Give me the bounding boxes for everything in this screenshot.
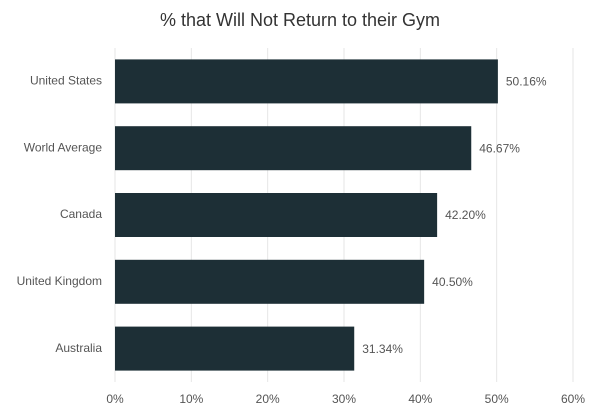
y-tick-label: United States bbox=[30, 74, 102, 88]
value-label: 50.16% bbox=[506, 75, 547, 89]
y-tick-label: United Kingdom bbox=[17, 274, 102, 288]
chart-title: % that Will Not Return to their Gym bbox=[160, 10, 440, 30]
x-tick-label: 10% bbox=[179, 392, 203, 406]
x-tick-label: 0% bbox=[106, 392, 124, 406]
value-label: 31.34% bbox=[362, 342, 403, 356]
bar bbox=[115, 126, 472, 171]
y-tick-label: Australia bbox=[55, 341, 102, 355]
x-tick-label: 40% bbox=[408, 392, 432, 406]
x-tick-label: 60% bbox=[561, 392, 585, 406]
x-tick-label: 30% bbox=[332, 392, 356, 406]
y-tick-label: Canada bbox=[60, 207, 102, 221]
bar bbox=[115, 59, 498, 104]
y-tick-label: World Average bbox=[24, 140, 103, 154]
value-label: 46.67% bbox=[479, 141, 520, 155]
value-label: 42.20% bbox=[445, 208, 486, 222]
bar bbox=[115, 259, 425, 304]
bar bbox=[115, 193, 438, 237]
x-tick-label: 50% bbox=[485, 392, 509, 406]
value-label: 40.50% bbox=[432, 275, 473, 289]
x-tick-label: 20% bbox=[256, 392, 280, 406]
bar bbox=[115, 326, 355, 371]
